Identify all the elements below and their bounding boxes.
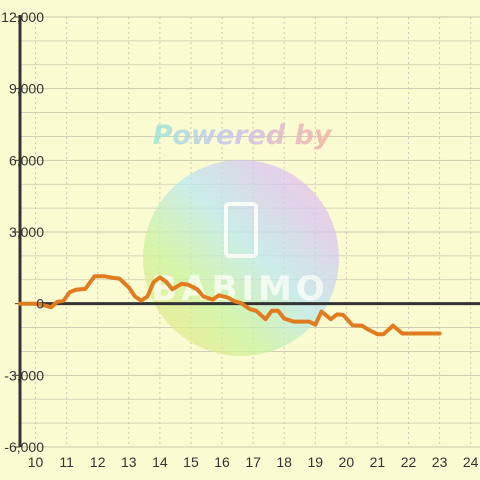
x-tick-label: 18 — [276, 454, 292, 470]
watermark-text: Powered by — [153, 120, 333, 151]
powered-by-watermark: BABIMO Powered by — [143, 120, 339, 356]
x-tick-label: 16 — [214, 454, 230, 470]
watermark-phone-icon — [224, 202, 258, 258]
series-line — [18, 274, 442, 337]
x-tick-label: 12 — [90, 454, 106, 470]
y-tick-label: 0 — [36, 296, 44, 312]
x-tick-label: 11 — [59, 454, 74, 470]
x-tick-label: 13 — [121, 454, 137, 470]
x-tick-label: 15 — [183, 454, 199, 470]
x-tick-label: 14 — [152, 454, 168, 470]
x-tick-label: 21 — [370, 454, 386, 470]
x-tick-label: 20 — [339, 454, 355, 470]
x-tick-label: 17 — [245, 454, 261, 470]
x-tick-label: 23 — [432, 454, 448, 470]
y-tick-label: 9,000 — [9, 81, 44, 97]
y-tick-label: -3,000 — [4, 367, 44, 383]
y-tick-label: 6,000 — [9, 152, 44, 168]
x-tick-label: 10 — [28, 454, 44, 470]
y-tick-label: -6,000 — [4, 439, 44, 455]
x-tick-label: 24 — [463, 454, 479, 470]
y-tick-label: 3,000 — [9, 224, 44, 240]
series-layer — [18, 274, 442, 337]
x-tick-label: 22 — [401, 454, 417, 470]
y-tick-label: 12,000 — [1, 9, 44, 25]
x-tick-label: 19 — [307, 454, 323, 470]
